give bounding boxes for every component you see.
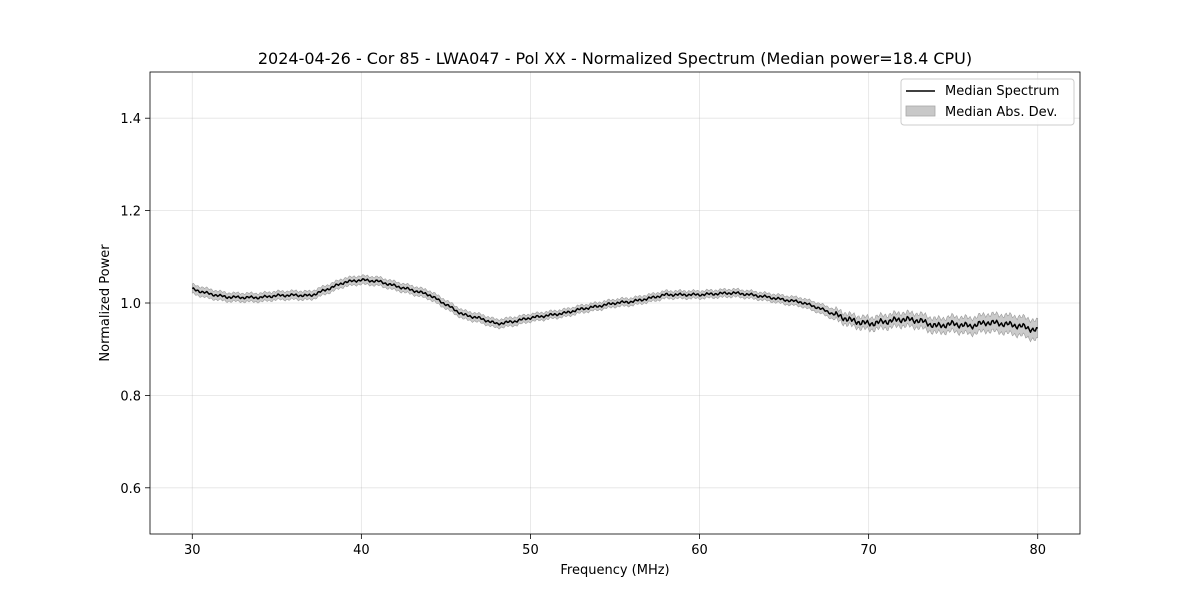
x-tick-label: 80 bbox=[1029, 543, 1046, 558]
axis-layer: 30 40 50 60 70 80 0.6 0.8 1.0 1.2 1.4 bbox=[120, 71, 1081, 558]
y-tick-label: 0.6 bbox=[120, 482, 141, 497]
mad-band-layer bbox=[191, 274, 1039, 343]
x-tick-label: 30 bbox=[184, 543, 201, 558]
x-tick-label: 70 bbox=[860, 543, 877, 558]
x-tick-label: 60 bbox=[691, 543, 708, 558]
x-axis-label: Frequency (MHz) bbox=[560, 563, 669, 578]
legend-mad-swatch bbox=[905, 105, 936, 117]
y-axis-label: Normalized Power bbox=[98, 244, 113, 362]
legend-box bbox=[900, 78, 1075, 126]
legend-label-median-abs-dev: Median Abs. Dev. bbox=[945, 105, 1057, 120]
median-spectrum-line bbox=[191, 278, 1038, 333]
x-tick-label: 50 bbox=[522, 543, 539, 558]
y-tick-label: 1.0 bbox=[120, 297, 141, 312]
legend: Median Spectrum Median Abs. Dev. bbox=[900, 78, 1075, 126]
y-tick-label: 0.8 bbox=[120, 389, 141, 404]
median-abs-dev-band bbox=[191, 274, 1039, 343]
median-line-layer bbox=[191, 278, 1038, 333]
y-tick-label: 1.2 bbox=[120, 205, 141, 220]
chart-title: 2024-04-26 - Cor 85 - LWA047 - Pol XX - … bbox=[258, 49, 972, 68]
legend-label-median-spectrum: Median Spectrum bbox=[945, 84, 1059, 99]
x-tick-label: 40 bbox=[353, 543, 370, 558]
y-tick-label: 1.4 bbox=[120, 112, 141, 127]
